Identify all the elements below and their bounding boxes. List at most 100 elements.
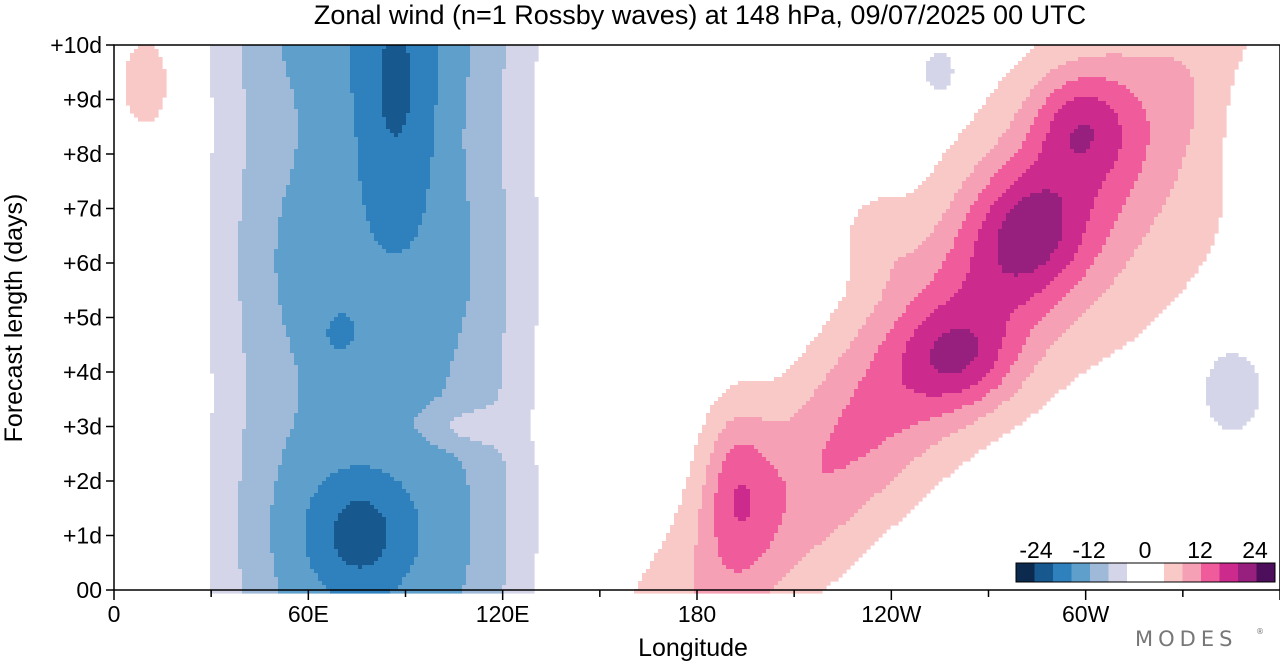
- contour-cell: [1126, 261, 1203, 266]
- contour-cell: [298, 393, 443, 398]
- contour-cell: [418, 537, 471, 542]
- contour-cell: [278, 229, 371, 234]
- contour-cell: [370, 501, 415, 506]
- contour-cell: [442, 393, 499, 398]
- contour-cell: [306, 513, 339, 518]
- contour-cell: [294, 357, 455, 362]
- contour-cell: [1094, 301, 1171, 306]
- contour-cell: [382, 553, 419, 558]
- contour-cell: [278, 233, 375, 238]
- contour-cell: [410, 89, 439, 94]
- contour-cell: [1050, 129, 1075, 134]
- contour-cell: [774, 465, 823, 470]
- contour-cell: [210, 421, 247, 426]
- contour-cell: [850, 249, 915, 254]
- contour-cell: [1030, 297, 1063, 302]
- contour-cell: [410, 65, 439, 70]
- contour-cell: [242, 477, 279, 482]
- contour-cell: [990, 389, 1019, 394]
- contour-cell: [278, 301, 467, 306]
- contour-cell: [358, 161, 431, 166]
- contour-cell: [1074, 97, 1099, 102]
- contour-cell: [1018, 389, 1059, 394]
- contour-cell: [1018, 201, 1063, 206]
- contour-cell: [238, 525, 271, 530]
- contour-cell: [714, 525, 779, 530]
- contour-cell: [994, 365, 1011, 370]
- contour-cell: [290, 337, 331, 342]
- contour-cell: [414, 425, 451, 430]
- contour-cell: [834, 529, 887, 534]
- contour-cell: [1046, 285, 1075, 290]
- contour-cell: [298, 365, 451, 370]
- contour-cell: [1066, 329, 1143, 334]
- contour-cell: [1210, 373, 1259, 378]
- contour-cell: [246, 125, 299, 130]
- contour-cell: [694, 545, 719, 550]
- contour-cell: [826, 537, 879, 542]
- contour-cell: [1206, 385, 1259, 390]
- contour-cell: [1190, 73, 1235, 78]
- contour-cell: [974, 117, 1015, 122]
- contour-cell: [834, 469, 903, 474]
- contour-cell: [1122, 133, 1151, 138]
- contour-cell: [506, 481, 539, 486]
- contour-cell: [434, 117, 467, 122]
- contour-cell: [974, 113, 1015, 118]
- contour-cell: [238, 245, 279, 250]
- contour-cell: [210, 429, 243, 434]
- contour-cell: [238, 513, 271, 518]
- contour-cell: [506, 469, 539, 474]
- contour-cell: [978, 237, 999, 242]
- contour-cell: [246, 369, 299, 374]
- contour-cell: [998, 245, 1059, 250]
- contour-cell: [754, 561, 799, 566]
- contour-cell: [454, 353, 503, 358]
- contour-cell: [902, 357, 931, 362]
- contour-cell: [874, 493, 927, 498]
- contour-cell: [338, 553, 383, 558]
- contour-cell: [390, 129, 403, 134]
- contour-cell: [402, 577, 467, 582]
- modes-logo: MODES: [1135, 627, 1237, 651]
- contour-cell: [1122, 205, 1163, 210]
- contour-cell: [1026, 137, 1047, 142]
- contour-cell: [242, 429, 291, 434]
- contour-cell: [210, 265, 239, 270]
- contour-cell: [786, 573, 843, 578]
- contour-cell: [1162, 209, 1223, 214]
- contour-cell: [934, 345, 979, 350]
- contour-cell: [246, 381, 299, 386]
- contour-cell: [1118, 217, 1155, 222]
- contour-cell: [838, 301, 879, 306]
- contour-cell: [834, 429, 903, 434]
- contour-cell: [354, 93, 383, 98]
- x-tick-label: 60W: [1062, 601, 1110, 627]
- contour-cell: [210, 477, 243, 482]
- contour-cell: [1034, 369, 1087, 374]
- contour-cell: [398, 133, 435, 138]
- contour-cell: [434, 153, 467, 158]
- contour-cell: [886, 281, 931, 286]
- contour-cell: [138, 45, 155, 50]
- contour-cell: [1114, 225, 1151, 230]
- contour-cell: [838, 417, 931, 422]
- contour-cell: [210, 533, 239, 538]
- contour-cell: [470, 509, 507, 514]
- contour-cell: [1106, 101, 1143, 106]
- contour-cell: [506, 525, 539, 530]
- contour-cell: [274, 257, 471, 262]
- contour-cell: [290, 349, 455, 354]
- contour-cell: [694, 573, 787, 578]
- contour-cell: [506, 209, 539, 214]
- contour-cell: [666, 533, 699, 538]
- contour-cell: [946, 257, 971, 262]
- contour-cell: [410, 497, 471, 502]
- contour-cell: [210, 169, 243, 174]
- contour-cell: [858, 209, 947, 214]
- contour-cell: [462, 137, 503, 142]
- contour-cell: [350, 89, 383, 94]
- contour-cell: [214, 129, 247, 134]
- contour-cell: [1062, 233, 1083, 238]
- contour-cell: [958, 133, 1003, 138]
